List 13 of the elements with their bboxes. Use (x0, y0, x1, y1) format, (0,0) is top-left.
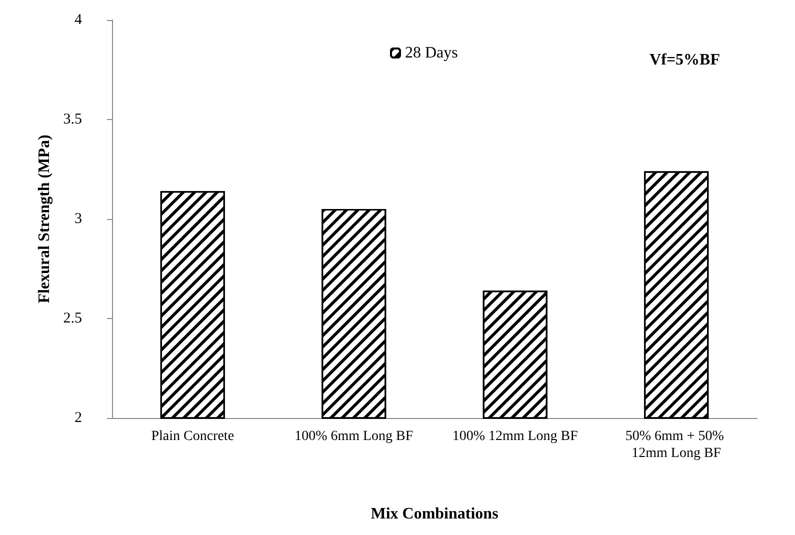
y-tick-label: 3 (74, 211, 82, 227)
y-tick-label: 2.5 (63, 310, 82, 326)
x-tick-label: 100% 12mm Long BF (452, 429, 578, 444)
x-tick-label: 50% 6mm + 50% 12mm Long BF (625, 429, 728, 461)
annotation: Vf=5%BF (650, 52, 720, 68)
x-tick-label: 100% 6mm Long BF (294, 429, 414, 444)
y-tick-label: 2 (74, 410, 82, 426)
x-axis-title: Mix Combinations (370, 506, 498, 522)
legend-label: 28 Days (405, 44, 458, 62)
y-axis-title: Flexural Strength (MPa) (36, 134, 53, 304)
y-tick-label: 4 (74, 12, 82, 28)
x-tick-label: Plain Concrete (151, 429, 234, 444)
y-tick-label: 3.5 (63, 112, 82, 128)
